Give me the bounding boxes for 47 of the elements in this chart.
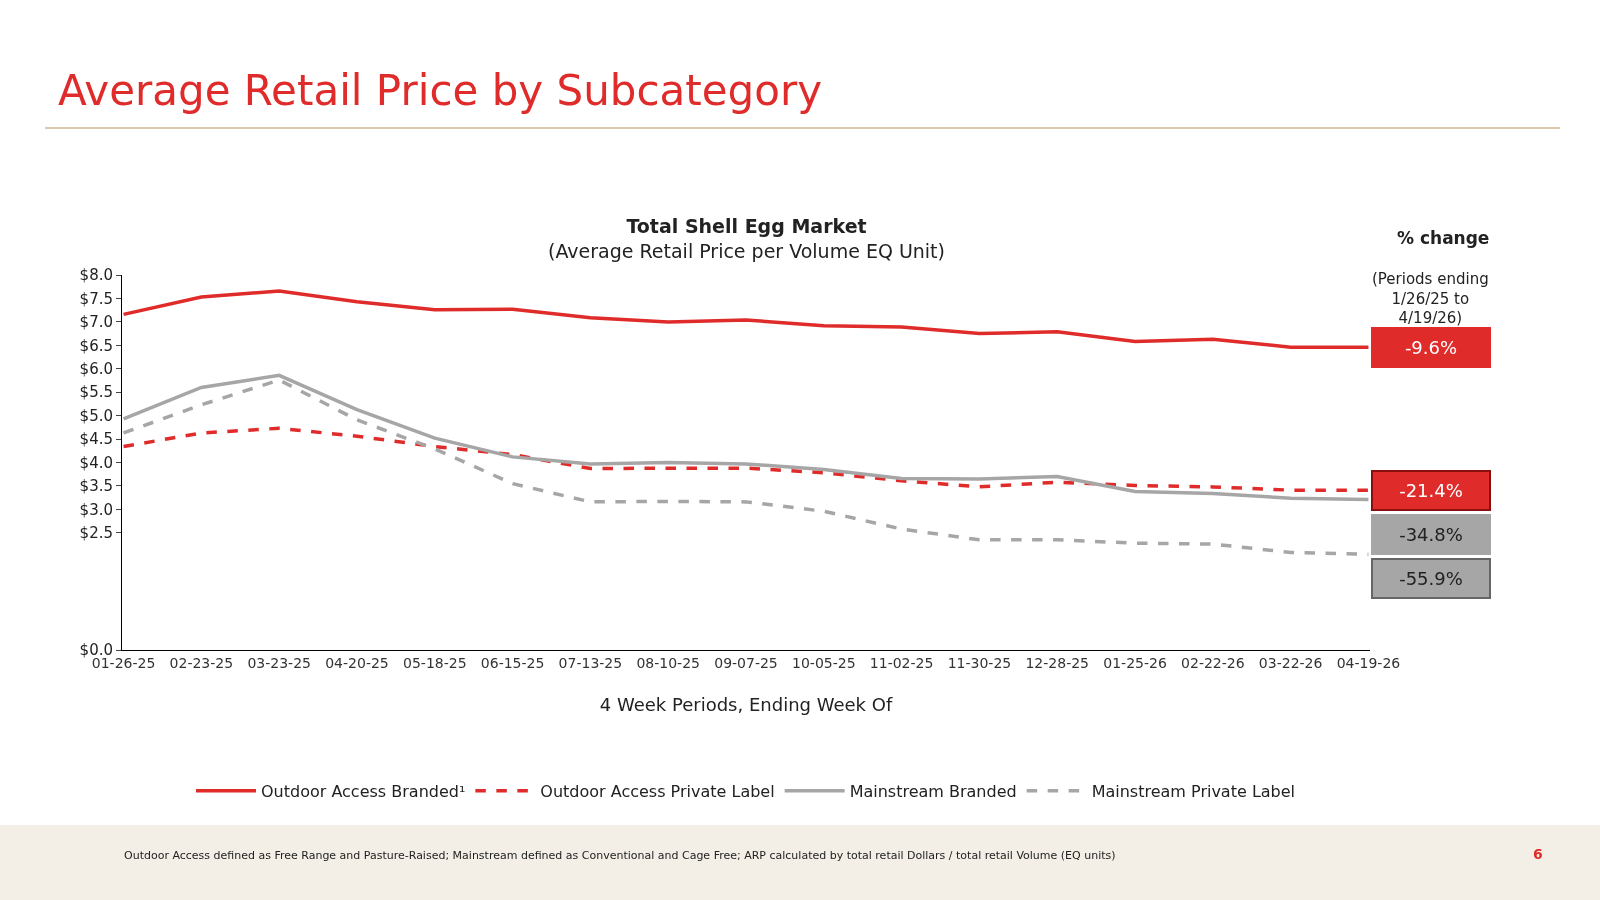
legend-label: Mainstream Private Label	[1091, 781, 1296, 801]
text: (Periods ending 1/26/25 to 4/19/26)	[1372, 270, 1489, 327]
x-tick-label: 11-30-25	[947, 654, 1012, 671]
legend-label: Mainstream Branded	[849, 781, 1017, 801]
x-tick-label: 04-19-26	[1336, 654, 1401, 671]
y-tick-label: $3.5	[79, 477, 113, 496]
x-tick-label: 04-20-25	[325, 654, 389, 671]
y-tick-label: $7.5	[79, 289, 113, 308]
x-tick-label: 01-25-26	[1103, 654, 1167, 671]
x-tick-label: 11-02-25	[869, 654, 934, 671]
text: -9.6%	[1404, 337, 1458, 358]
legend-label: Outdoor Access Private Label	[540, 781, 775, 801]
y-tick-label: $4.0	[79, 453, 113, 472]
legend-label: Outdoor Access Branded¹	[261, 781, 466, 801]
y-tick-label: $6.5	[79, 336, 113, 355]
y-tick-label: $4.5	[79, 430, 113, 449]
x-axis-title: 4 Week Periods, Ending Week Of	[599, 693, 893, 715]
x-tick-label: 06-15-25	[480, 654, 545, 671]
text: -34.8%	[1399, 524, 1463, 545]
y-tick-label: $7.0	[79, 313, 113, 332]
x-tick-label: 05-18-25	[403, 654, 467, 671]
x-tick-label: 10-05-25	[792, 654, 856, 671]
y-tick-label: $2.5	[79, 524, 113, 543]
x-tick-label: 02-22-26	[1181, 654, 1245, 671]
text: % change	[1397, 228, 1490, 248]
text: -55.9%	[1399, 568, 1463, 589]
y-tick-label: $6.0	[79, 360, 113, 378]
line-series	[122, 378, 1370, 557]
text: 6	[1533, 846, 1543, 862]
chart-title: Average Retail Price by Subcategory	[58, 65, 823, 115]
line-series	[122, 426, 1370, 492]
x-tick-label: 09-07-25	[714, 654, 778, 671]
y-tick-label: $5.5	[79, 383, 113, 402]
text: Outdoor Access defined as Free Range and Pasture-Raised; Mainstream defined as Conventional and Cage Free; ARP calculated by total retail Dollars / total retail Volume (EQ units)	[124, 849, 1116, 862]
y-tick-label: $3.0	[79, 500, 113, 519]
x-tick-label: 02-23-25	[169, 654, 234, 671]
x-tick-label: 03-23-25	[247, 654, 311, 671]
x-tick-label: 03-22-26	[1258, 654, 1323, 671]
x-tick-label: 12-28-25	[1025, 654, 1089, 671]
text: -21.4%	[1399, 480, 1463, 501]
y-tick-label: $8.0	[79, 266, 113, 285]
x-tick-label: 01-26-25	[91, 654, 156, 671]
line-series	[122, 289, 1370, 349]
x-tick-label: 07-13-25	[558, 654, 623, 671]
x-tick-label: 08-10-25	[636, 654, 700, 671]
y-tick-label: $5.0	[79, 406, 113, 425]
chart-subtitle: Total Shell Egg Market (Average Retail Price per Volume EQ Unit)	[548, 215, 945, 262]
